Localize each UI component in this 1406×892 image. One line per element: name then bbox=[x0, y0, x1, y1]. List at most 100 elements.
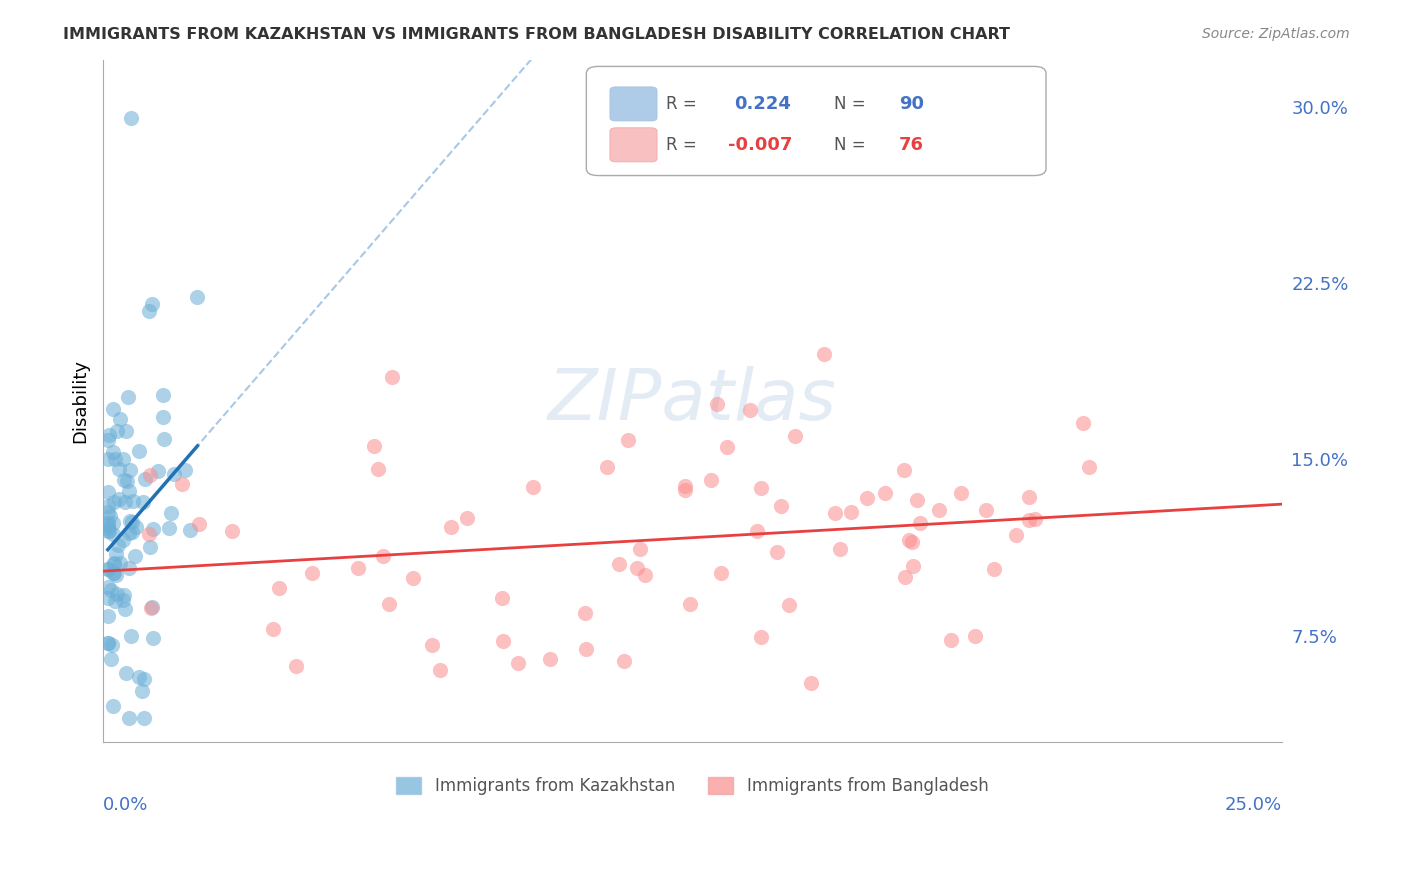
Point bbox=[901, 559, 924, 574]
Text: N =: N = bbox=[834, 95, 866, 113]
Text: 76: 76 bbox=[898, 136, 924, 153]
Text: 25.0%: 25.0% bbox=[1225, 797, 1282, 814]
Point bbox=[118, 526, 141, 541]
Point bbox=[114, 495, 136, 509]
Point bbox=[928, 502, 950, 516]
Point bbox=[173, 463, 195, 477]
Point bbox=[221, 524, 243, 538]
Y-axis label: Disability: Disability bbox=[72, 359, 89, 442]
Point bbox=[157, 521, 180, 535]
Point bbox=[100, 638, 122, 652]
Point bbox=[97, 505, 120, 519]
Point bbox=[138, 527, 160, 541]
Point bbox=[104, 567, 127, 582]
Point bbox=[976, 503, 998, 517]
Point bbox=[538, 652, 561, 666]
Point bbox=[301, 566, 323, 580]
Point bbox=[740, 402, 762, 417]
Point bbox=[141, 600, 163, 615]
Point bbox=[100, 582, 122, 597]
Point bbox=[675, 483, 697, 497]
Point bbox=[97, 499, 120, 513]
Point bbox=[596, 460, 619, 475]
Point bbox=[716, 440, 738, 454]
Point bbox=[186, 290, 208, 304]
Point bbox=[131, 684, 153, 698]
Point bbox=[110, 412, 132, 426]
Point bbox=[97, 636, 120, 650]
Point bbox=[575, 641, 598, 656]
Point bbox=[105, 587, 128, 601]
Point bbox=[97, 517, 120, 532]
Point bbox=[101, 699, 124, 714]
Point bbox=[142, 631, 165, 645]
Point bbox=[706, 397, 728, 411]
Point bbox=[103, 566, 125, 581]
Point bbox=[125, 520, 148, 534]
Point bbox=[522, 480, 544, 494]
Point bbox=[141, 296, 163, 310]
Point bbox=[347, 561, 370, 575]
Text: 0.224: 0.224 bbox=[734, 95, 790, 113]
Point bbox=[159, 506, 181, 520]
Point bbox=[121, 515, 143, 529]
Point bbox=[381, 370, 404, 384]
Point bbox=[97, 516, 120, 531]
Point bbox=[749, 481, 772, 495]
Point bbox=[778, 599, 800, 613]
Point bbox=[115, 665, 138, 680]
Point bbox=[824, 506, 846, 520]
Text: R =: R = bbox=[666, 136, 697, 153]
Point bbox=[894, 570, 917, 584]
Point bbox=[785, 429, 807, 443]
Point bbox=[97, 452, 120, 467]
Point bbox=[118, 561, 141, 575]
Point bbox=[710, 566, 733, 580]
Point bbox=[745, 524, 768, 538]
Point bbox=[153, 432, 176, 446]
Point bbox=[120, 112, 142, 126]
Point bbox=[950, 486, 973, 500]
Point bbox=[124, 549, 146, 564]
Point bbox=[800, 675, 823, 690]
Point bbox=[112, 592, 135, 607]
Text: N =: N = bbox=[834, 136, 866, 153]
Point bbox=[103, 556, 125, 570]
Point bbox=[420, 638, 443, 652]
Point bbox=[508, 657, 530, 671]
Point bbox=[1024, 512, 1046, 526]
Point bbox=[188, 516, 211, 531]
Point bbox=[97, 485, 120, 500]
Point bbox=[401, 571, 423, 585]
Point bbox=[100, 652, 122, 666]
Point bbox=[97, 636, 120, 650]
Point bbox=[97, 562, 120, 576]
Point bbox=[134, 472, 156, 486]
Point bbox=[285, 659, 308, 673]
Point bbox=[139, 468, 162, 483]
Point bbox=[111, 533, 134, 547]
Point bbox=[378, 597, 401, 611]
Point bbox=[574, 607, 596, 621]
Point bbox=[138, 303, 160, 318]
Point bbox=[132, 711, 155, 725]
Point bbox=[373, 549, 395, 563]
Point bbox=[267, 581, 290, 595]
Text: Source: ZipAtlas.com: Source: ZipAtlas.com bbox=[1202, 27, 1350, 41]
FancyBboxPatch shape bbox=[610, 87, 657, 121]
Point bbox=[983, 562, 1005, 576]
Point bbox=[112, 452, 135, 467]
Text: ZIPatlas: ZIPatlas bbox=[548, 366, 837, 435]
Text: IMMIGRANTS FROM KAZAKHSTAN VS IMMIGRANTS FROM BANGLADESH DISABILITY CORRELATION : IMMIGRANTS FROM KAZAKHSTAN VS IMMIGRANTS… bbox=[63, 27, 1011, 42]
Point bbox=[103, 566, 125, 580]
Point bbox=[139, 540, 162, 554]
Point bbox=[120, 629, 142, 643]
Point bbox=[103, 495, 125, 509]
Point bbox=[121, 494, 143, 508]
Point bbox=[97, 591, 120, 605]
Point bbox=[839, 505, 862, 519]
Point bbox=[456, 511, 478, 525]
Point bbox=[679, 597, 702, 611]
Point bbox=[112, 588, 135, 602]
Point bbox=[492, 634, 515, 648]
